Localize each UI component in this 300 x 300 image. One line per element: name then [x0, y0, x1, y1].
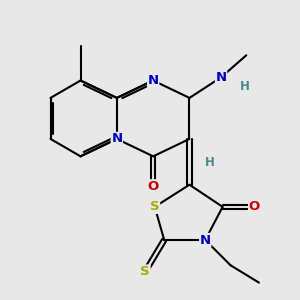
- Text: H: H: [205, 156, 215, 169]
- Text: O: O: [148, 180, 159, 193]
- Text: S: S: [140, 265, 150, 278]
- Text: N: N: [111, 132, 122, 146]
- Text: O: O: [249, 200, 260, 213]
- Text: N: N: [200, 233, 211, 247]
- Text: H: H: [240, 80, 250, 93]
- Text: S: S: [150, 200, 160, 213]
- Text: N: N: [215, 71, 226, 84]
- Text: N: N: [148, 74, 159, 87]
